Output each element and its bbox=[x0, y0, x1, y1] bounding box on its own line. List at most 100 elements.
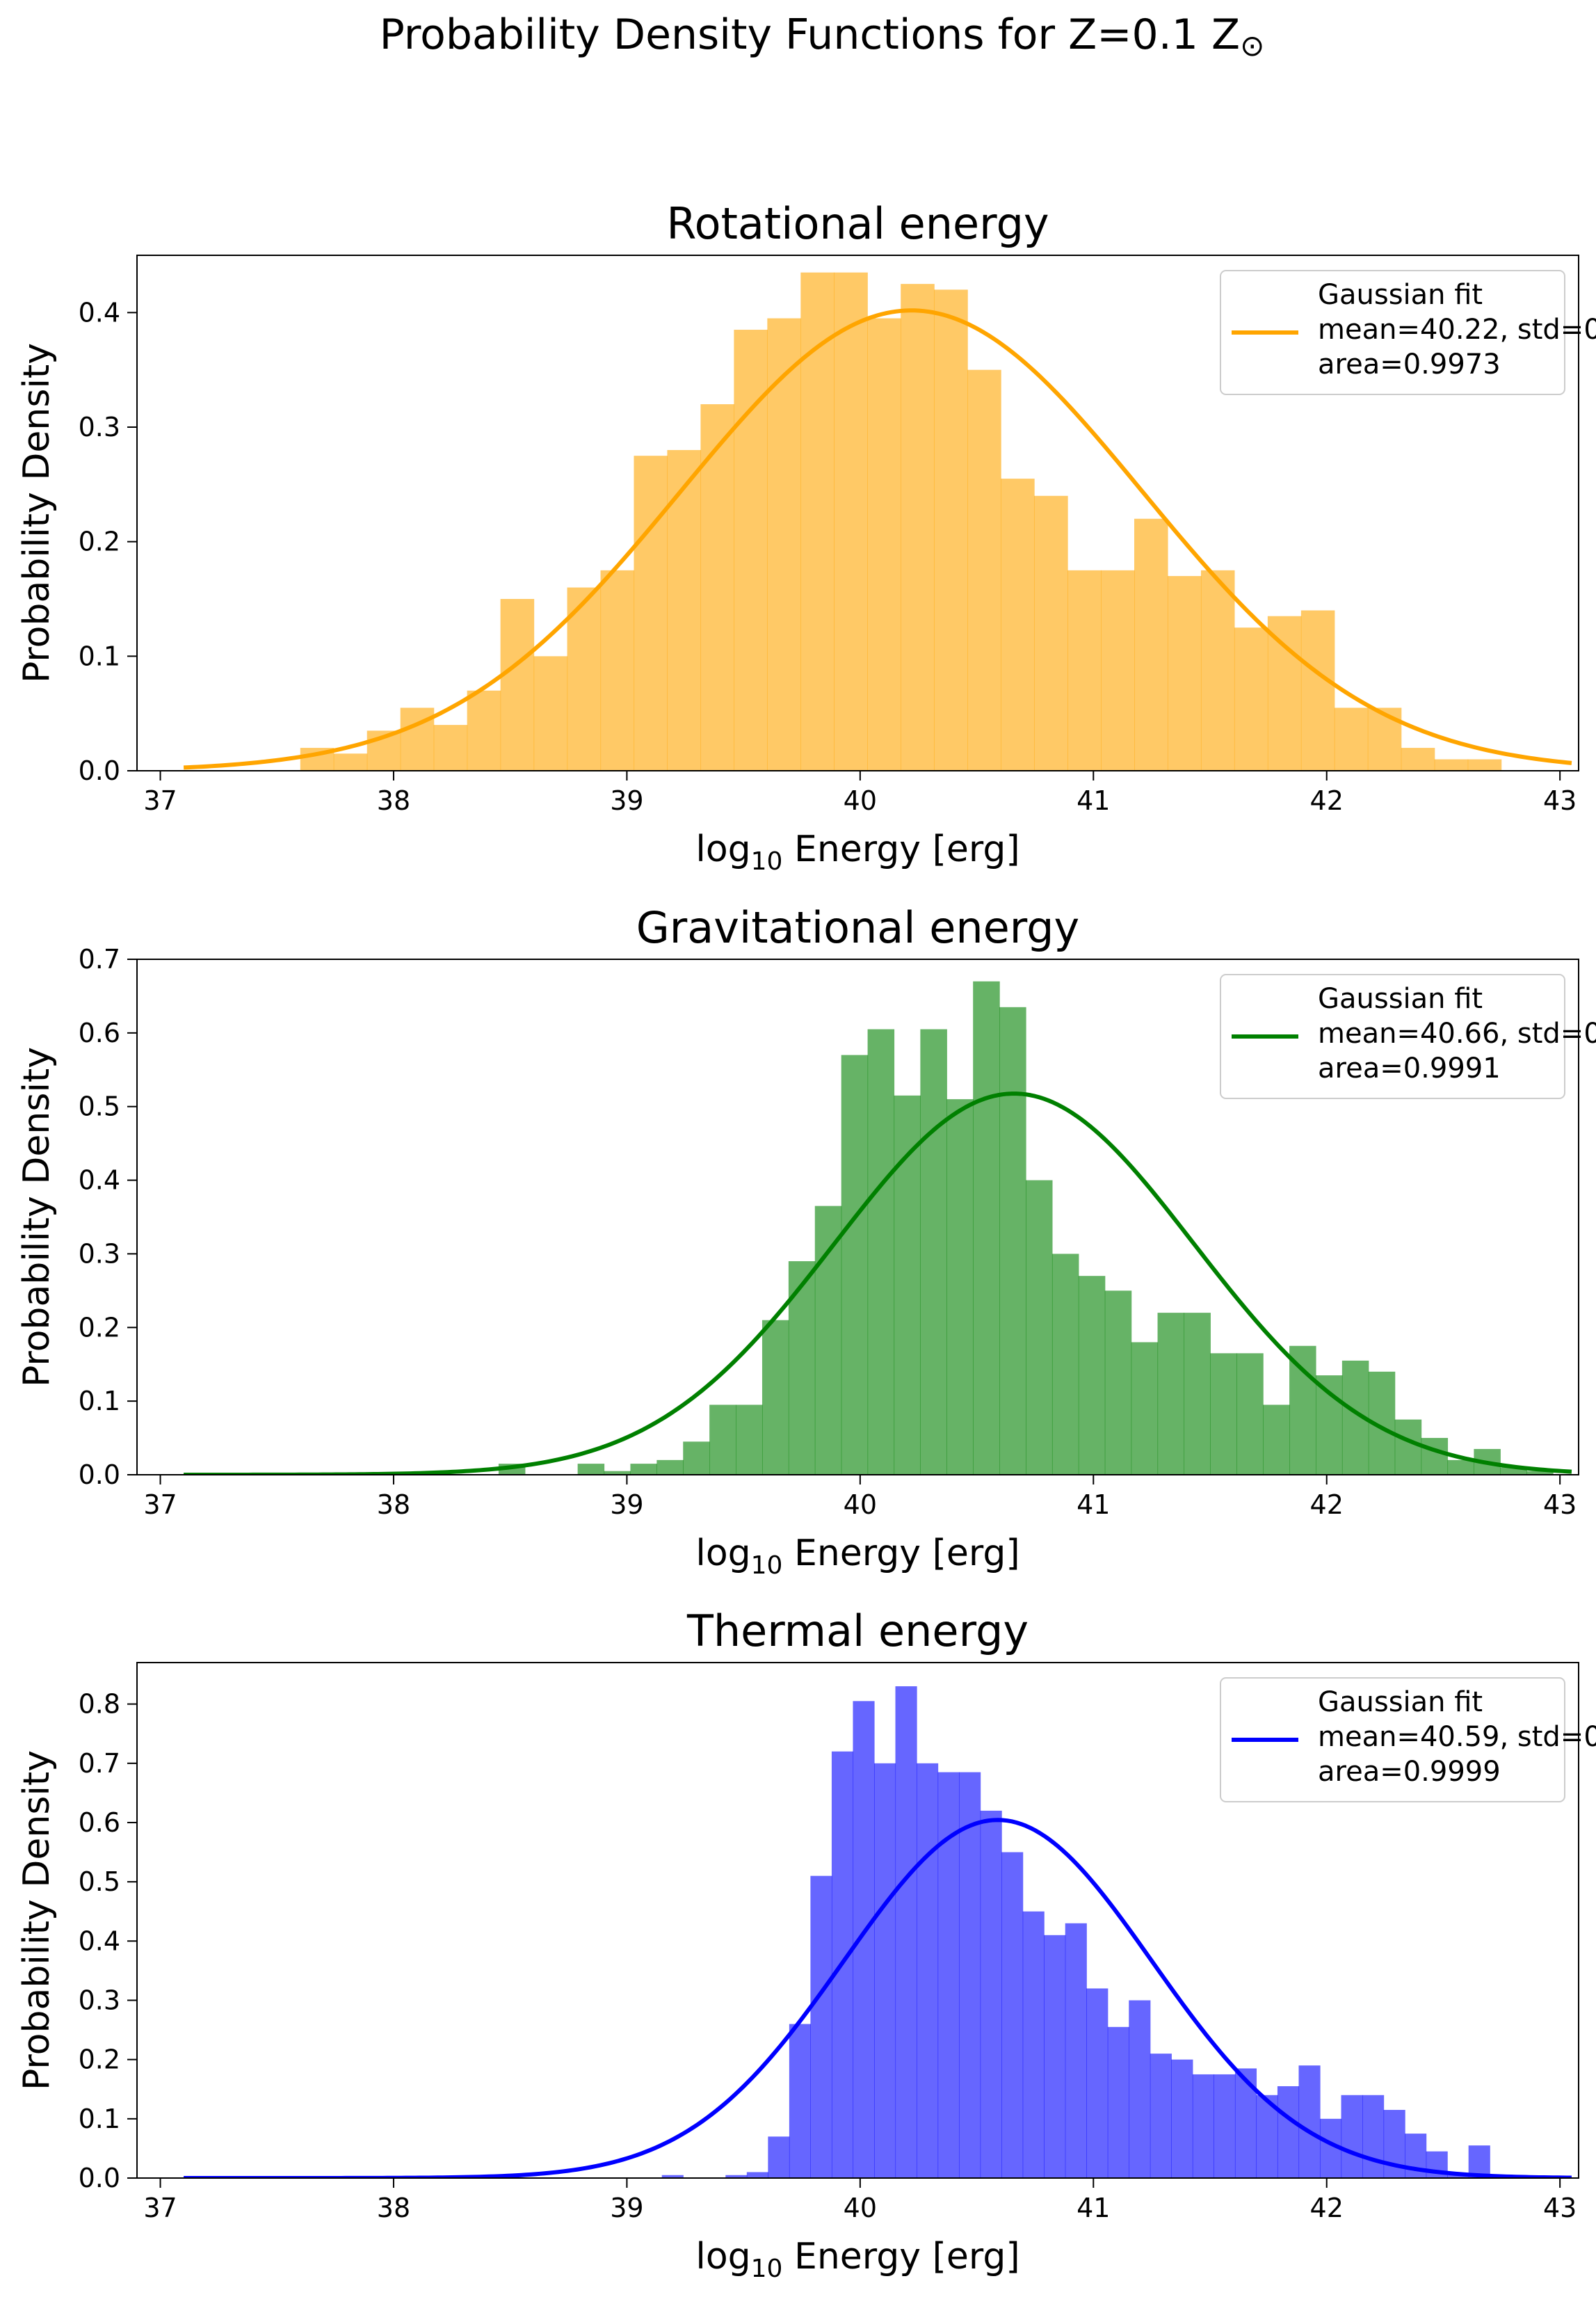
histogram-bar bbox=[1468, 2145, 1490, 2178]
histogram-bar bbox=[1298, 2065, 1321, 2178]
chart-title: Thermal energy bbox=[686, 1606, 1029, 1656]
histogram-bar bbox=[761, 1320, 789, 1475]
x-axis-label: log10 Energy [erg] bbox=[695, 1532, 1019, 1580]
histogram-bar bbox=[1300, 610, 1335, 771]
histogram-bar bbox=[333, 753, 368, 771]
x-tick-label: 41 bbox=[1077, 2193, 1110, 2223]
histogram-bar bbox=[1236, 1353, 1264, 1475]
histogram-bar bbox=[1277, 2086, 1300, 2178]
x-tick-label: 40 bbox=[844, 1489, 877, 1520]
histogram-bar bbox=[1026, 1180, 1053, 1475]
histogram-bar bbox=[1467, 759, 1502, 771]
x-axis-label-units: Energy [erg] bbox=[782, 1532, 1019, 1574]
legend-box bbox=[1220, 1677, 1565, 1802]
x-tick-label: 38 bbox=[377, 1489, 410, 1520]
x-tick-label: 41 bbox=[1077, 785, 1110, 816]
legend-text: Gaussian fit bbox=[1318, 1686, 1483, 1718]
histogram-bar bbox=[1001, 479, 1035, 771]
histogram-bar bbox=[959, 1772, 981, 2178]
histogram-bar bbox=[1131, 1342, 1159, 1475]
histogram-bar bbox=[934, 289, 968, 771]
x-tick-label: 43 bbox=[1543, 2193, 1577, 2223]
histogram-bar bbox=[834, 272, 868, 771]
histogram bbox=[498, 981, 1554, 1475]
y-tick-label: 0.0 bbox=[79, 755, 120, 786]
y-tick-label: 0.1 bbox=[79, 1386, 120, 1416]
histogram-bar bbox=[533, 656, 568, 771]
y-tick-label: 0.0 bbox=[79, 1459, 120, 1490]
chart-title: Gravitational energy bbox=[636, 902, 1079, 953]
histogram-bar bbox=[917, 1763, 939, 2178]
histogram-bar bbox=[1341, 2095, 1363, 2178]
sun-symbol-icon: ⊙ bbox=[1240, 29, 1264, 63]
thermal-energy-chart: 37 38 39 40 41 42 43 0.0 0.1 0.2 0.3 0.4 0.5 0.6 0.7 0.… bbox=[16, 1606, 1596, 2283]
chart-title: Rotational energy bbox=[666, 198, 1049, 249]
y-axis-label: Probability Density bbox=[16, 1750, 58, 2090]
rotational-energy-chart: 37 38 39 40 41 42 43 0.0 0.1 0.2 0.3 0.4 Rotational … bbox=[16, 198, 1596, 876]
histogram-bar bbox=[1289, 1345, 1316, 1475]
histogram-bar bbox=[895, 1686, 917, 2178]
histogram-bar bbox=[1022, 1911, 1045, 2178]
x-axis-label-subscript: 10 bbox=[751, 2255, 783, 2283]
histogram-bar bbox=[788, 1261, 816, 1475]
y-tick-label: 0.7 bbox=[79, 1748, 120, 1779]
histogram-bar bbox=[1065, 1923, 1087, 2178]
y-tick-label: 0.3 bbox=[79, 1985, 120, 2015]
y-tick-label: 0.6 bbox=[79, 1807, 120, 1838]
histogram-bar bbox=[634, 456, 668, 771]
histogram-bar bbox=[1500, 1467, 1527, 1475]
histogram-bar bbox=[1184, 1313, 1211, 1475]
x-tick-label: 39 bbox=[610, 1489, 643, 1520]
histogram-bar bbox=[1234, 627, 1268, 771]
x-tick-label: 38 bbox=[377, 2193, 410, 2223]
x-tick-label: 37 bbox=[143, 785, 177, 816]
y-axis-label: Probability Density bbox=[16, 343, 58, 683]
x-tick-label: 38 bbox=[377, 785, 410, 816]
histogram-bar bbox=[1107, 2026, 1129, 2178]
histogram-bar bbox=[1447, 2175, 1469, 2178]
histogram-bar bbox=[709, 1404, 736, 1475]
histogram-bar bbox=[1078, 1276, 1106, 1475]
histogram-bar bbox=[1167, 576, 1202, 771]
histogram-bar bbox=[1150, 2054, 1172, 2178]
gravitational-energy-chart: 37 38 39 40 41 42 43 0.0 0.1 0.2 0.3 0.4 0.5 0.6 0.7 Gr… bbox=[16, 902, 1596, 1580]
histogram-bar bbox=[1129, 2000, 1151, 2178]
histogram-bar bbox=[1401, 748, 1435, 771]
histogram bbox=[661, 1686, 1512, 2178]
histogram-bar bbox=[1234, 2068, 1257, 2178]
x-tick-label: 39 bbox=[610, 785, 643, 816]
legend-text: area=0.9999 bbox=[1318, 1756, 1501, 1788]
figure-title: Probability Density Functions for Z=0.1 … bbox=[380, 10, 1265, 63]
histogram-bar bbox=[661, 2175, 684, 2178]
histogram-bar bbox=[656, 1459, 684, 1475]
histogram-bar bbox=[873, 1763, 896, 2178]
x-tick-label: 42 bbox=[1310, 1489, 1344, 1520]
histogram-bar bbox=[1421, 1438, 1449, 1475]
x-axis-label-subscript: 10 bbox=[751, 847, 783, 876]
x-axis-label-units: Energy [erg] bbox=[782, 829, 1019, 870]
legend-box bbox=[1220, 974, 1565, 1099]
x-tick-label: 40 bbox=[844, 785, 877, 816]
histogram-bar bbox=[1034, 495, 1068, 771]
x-axis-label-log: log bbox=[695, 1532, 750, 1574]
histogram-bar bbox=[999, 1007, 1026, 1475]
histogram-bar bbox=[1434, 759, 1469, 771]
histogram-bar bbox=[1267, 616, 1302, 771]
histogram-bar bbox=[1210, 1353, 1237, 1475]
histogram-bar bbox=[814, 1206, 842, 1475]
histogram-bar bbox=[1200, 570, 1235, 771]
histogram-bar bbox=[894, 1095, 921, 1475]
y-tick-label: 0.1 bbox=[79, 641, 120, 671]
histogram-bar bbox=[630, 1464, 657, 1475]
y-tick-label: 0.4 bbox=[79, 1926, 120, 1956]
y-tick-label: 0.4 bbox=[79, 1165, 120, 1196]
legend-text: area=0.9973 bbox=[1318, 349, 1501, 381]
histogram-bar bbox=[1134, 518, 1168, 771]
axes-frame bbox=[136, 1662, 1579, 2179]
x-tick-label: 42 bbox=[1310, 2193, 1344, 2223]
y-tick-label: 0.8 bbox=[79, 1689, 120, 1720]
